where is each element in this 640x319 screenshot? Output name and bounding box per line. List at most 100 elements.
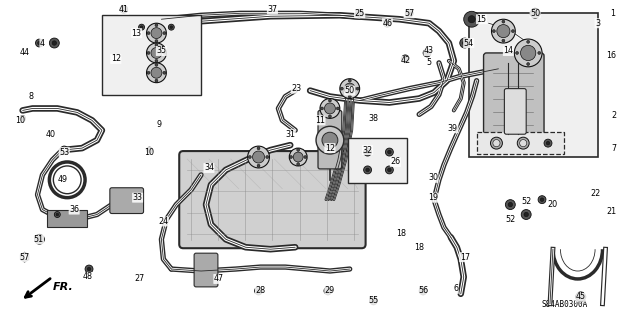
Text: 50: 50	[345, 86, 355, 95]
FancyBboxPatch shape	[194, 253, 218, 287]
Circle shape	[356, 9, 364, 17]
Circle shape	[492, 19, 515, 43]
Circle shape	[520, 45, 536, 61]
Text: 15: 15	[477, 15, 486, 24]
Circle shape	[538, 51, 541, 55]
Circle shape	[139, 24, 145, 30]
Text: 10: 10	[145, 148, 154, 157]
Bar	[102, 15, 201, 94]
Text: 12: 12	[325, 144, 335, 152]
Circle shape	[163, 32, 166, 34]
Text: 12: 12	[111, 54, 121, 63]
Bar	[348, 138, 407, 183]
Circle shape	[419, 287, 427, 295]
Circle shape	[289, 156, 292, 159]
Text: 39: 39	[448, 124, 458, 133]
Circle shape	[20, 115, 26, 121]
Circle shape	[147, 71, 150, 74]
Circle shape	[257, 147, 260, 150]
Circle shape	[366, 150, 369, 154]
Circle shape	[85, 265, 93, 273]
Text: 9: 9	[157, 120, 162, 129]
Circle shape	[464, 11, 479, 27]
Text: 47: 47	[214, 274, 224, 284]
Circle shape	[527, 40, 530, 43]
Circle shape	[62, 148, 67, 152]
Circle shape	[155, 59, 158, 62]
Circle shape	[468, 16, 476, 23]
Circle shape	[502, 39, 505, 42]
Text: 28: 28	[255, 286, 266, 295]
Bar	[468, 13, 598, 157]
Circle shape	[155, 40, 158, 42]
Circle shape	[401, 55, 409, 63]
FancyBboxPatch shape	[504, 89, 526, 134]
Circle shape	[155, 43, 158, 47]
Circle shape	[517, 137, 529, 149]
Text: 6: 6	[453, 284, 458, 293]
FancyBboxPatch shape	[179, 151, 365, 248]
Text: 49: 49	[57, 175, 67, 184]
Circle shape	[530, 8, 540, 18]
Circle shape	[248, 146, 269, 168]
Circle shape	[337, 107, 339, 110]
Circle shape	[423, 49, 431, 57]
Circle shape	[344, 83, 355, 94]
Text: S84AB0300A: S84AB0300A	[541, 300, 588, 309]
Text: 16: 16	[607, 51, 616, 60]
Circle shape	[120, 5, 128, 13]
Circle shape	[490, 137, 502, 149]
Circle shape	[544, 139, 552, 147]
Circle shape	[385, 166, 394, 174]
Circle shape	[163, 71, 166, 74]
Circle shape	[35, 234, 44, 244]
Text: 11: 11	[315, 116, 325, 125]
Text: 46: 46	[383, 19, 392, 28]
Circle shape	[37, 237, 42, 241]
Circle shape	[403, 57, 407, 61]
Circle shape	[340, 87, 343, 90]
Text: 19: 19	[428, 193, 438, 202]
Text: 36: 36	[69, 205, 79, 214]
Text: 20: 20	[547, 200, 557, 209]
Circle shape	[297, 148, 300, 152]
Circle shape	[54, 211, 60, 218]
Circle shape	[515, 39, 542, 67]
Text: 26: 26	[390, 158, 401, 167]
Circle shape	[248, 156, 252, 159]
FancyBboxPatch shape	[484, 53, 544, 143]
Circle shape	[60, 146, 68, 154]
Circle shape	[425, 51, 429, 55]
Text: 54: 54	[463, 39, 474, 48]
Circle shape	[364, 166, 372, 174]
Text: 52: 52	[505, 215, 515, 224]
Text: 57: 57	[404, 9, 414, 18]
Circle shape	[297, 163, 300, 166]
Circle shape	[147, 147, 152, 153]
Circle shape	[87, 267, 91, 271]
Circle shape	[21, 117, 24, 120]
Text: 4: 4	[40, 39, 45, 48]
Circle shape	[579, 294, 583, 299]
Circle shape	[408, 11, 411, 15]
Circle shape	[358, 11, 362, 15]
Circle shape	[147, 51, 150, 55]
Text: FR.: FR.	[52, 282, 73, 292]
Text: 32: 32	[362, 145, 372, 155]
Text: 42: 42	[400, 56, 410, 65]
Text: 33: 33	[132, 193, 143, 202]
Circle shape	[386, 21, 389, 25]
Text: 27: 27	[134, 274, 145, 284]
Text: 55: 55	[369, 296, 379, 305]
Text: 48: 48	[83, 272, 93, 281]
Circle shape	[155, 79, 158, 82]
Text: 3: 3	[595, 19, 600, 28]
Circle shape	[511, 30, 515, 33]
Circle shape	[168, 24, 174, 30]
Circle shape	[521, 210, 531, 219]
Text: 43: 43	[424, 47, 434, 56]
Circle shape	[147, 43, 166, 63]
Circle shape	[421, 289, 425, 293]
Circle shape	[293, 152, 303, 162]
Circle shape	[460, 38, 470, 48]
